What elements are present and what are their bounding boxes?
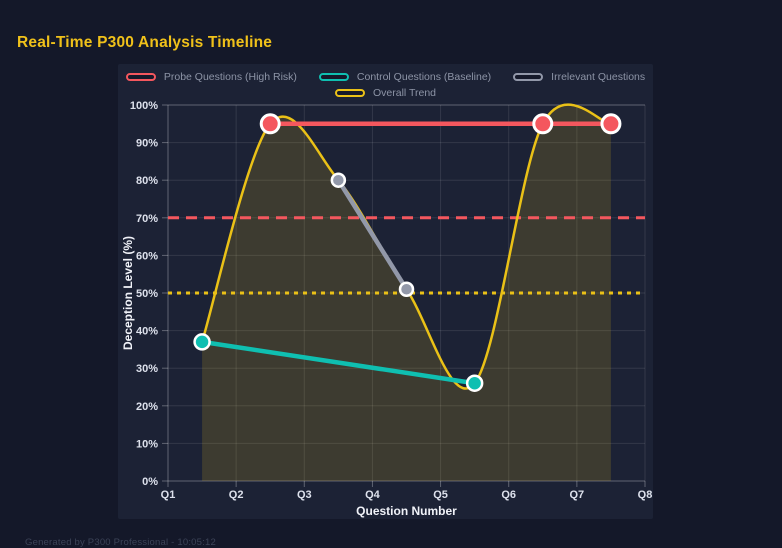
y-tick-label: 30% <box>136 363 158 375</box>
y-tick-label: 90% <box>136 138 158 150</box>
legend-label: Control Questions (Baseline) <box>356 71 492 83</box>
control-point[interactable] <box>465 374 484 392</box>
legend-item-probe[interactable]: Probe Questions (High Risk) <box>125 71 297 83</box>
legend-item-trend[interactable]: Overall Trend <box>334 87 437 99</box>
legend-item-irrelevant[interactable]: Irrelevant Questions <box>513 71 645 83</box>
y-tick-label: 20% <box>136 401 158 413</box>
chart-panel: Probe Questions (High Risk) Control Quest… <box>118 64 653 519</box>
x-tick-label: Q4 <box>365 489 381 501</box>
irrelevant-point[interactable] <box>330 172 347 188</box>
probe-point[interactable] <box>532 113 554 135</box>
y-axis-title: Deception Level (%) <box>121 236 135 350</box>
probe-point[interactable] <box>600 113 622 135</box>
page-title: Real-Time P300 Analysis Timeline <box>17 34 273 52</box>
legend-label: Probe Questions (High Risk) <box>163 71 297 83</box>
legend-item-control[interactable]: Control Questions (Baseline) <box>318 71 492 83</box>
probe-legend-swatch-icon <box>125 73 156 81</box>
y-tick-label: 0% <box>142 476 158 488</box>
x-tick-label: Q2 <box>229 489 244 501</box>
footer-note: Generated by P300 Professional - 10:05:1… <box>25 537 216 548</box>
legend-row: Overall Trend <box>334 87 437 99</box>
trend-legend-swatch-icon <box>334 89 365 97</box>
x-tick-label: Q7 <box>570 489 585 501</box>
x-tick-label: Q6 <box>501 489 516 501</box>
y-tick-label: 10% <box>136 438 158 450</box>
control-line <box>199 339 477 386</box>
y-tick-label: 100% <box>130 100 158 112</box>
probe-point[interactable] <box>259 113 281 135</box>
irrelevant-line <box>336 177 409 292</box>
legend-row: Probe Questions (High Risk) Control Quest… <box>125 71 645 83</box>
x-tick-label: Q5 <box>433 489 448 501</box>
y-tick-label: 80% <box>136 175 158 187</box>
chart-legend: Probe Questions (High Risk) Control Quest… <box>118 71 653 99</box>
chart-svg: 0% 10% 20% 30% 40% 50% 60% 70% 80% 90% 100% Q1 Q2 Q3 Q… <box>121 100 653 518</box>
legend-label: Irrelevant Questions <box>551 71 646 83</box>
x-tick-label: Q3 <box>297 489 312 501</box>
irrelevant-legend-swatch-icon <box>513 73 544 81</box>
y-tick-label: 50% <box>136 288 158 300</box>
x-tick-label: Q1 <box>161 489 176 501</box>
irrelevant-point[interactable] <box>398 281 415 297</box>
x-axis-title: Question Number <box>356 504 457 518</box>
y-tick-label: 70% <box>136 213 158 225</box>
legend-label: Overall Trend <box>372 87 437 99</box>
y-tick-label: 40% <box>136 326 158 338</box>
y-tick-label: 60% <box>136 250 158 262</box>
control-point[interactable] <box>193 333 211 351</box>
control-legend-swatch-icon <box>318 73 349 81</box>
x-tick-label: Q8 <box>638 489 653 501</box>
